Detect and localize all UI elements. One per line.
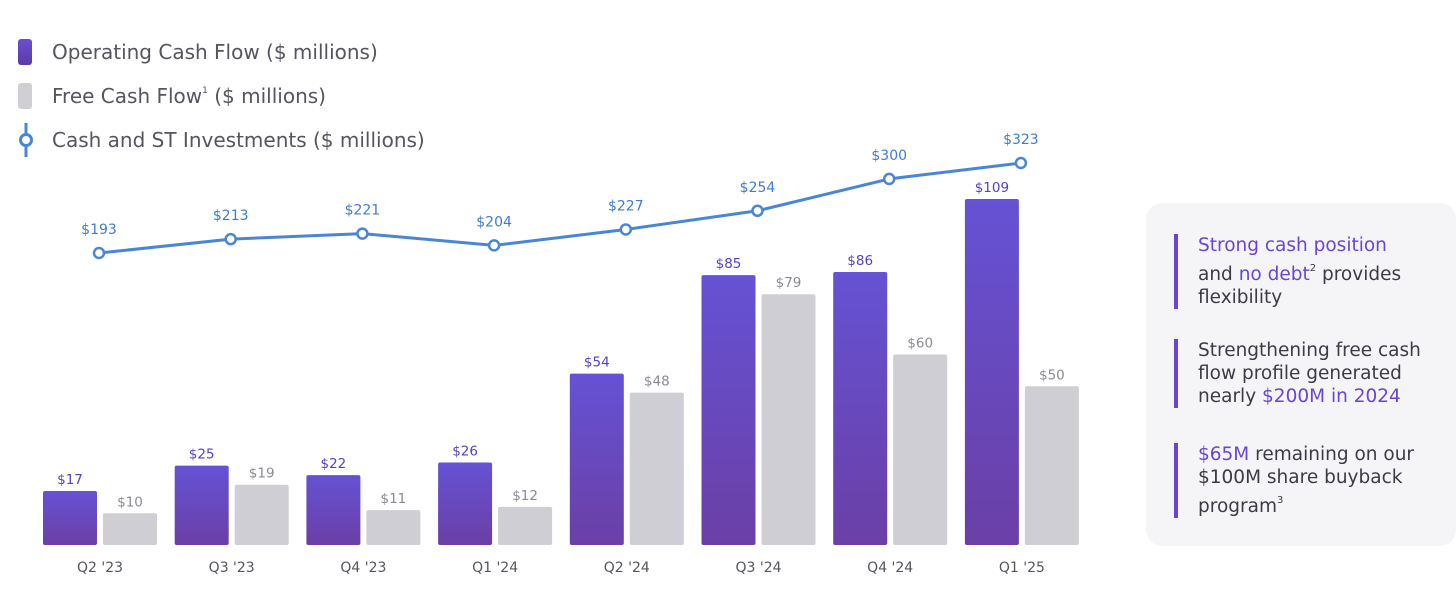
cash-investments-label: $323 — [1003, 132, 1039, 148]
free-cash-flow-bar — [103, 513, 157, 545]
free-cash-flow-swatch — [18, 83, 32, 109]
free-cash-flow-label: $50 — [1039, 367, 1065, 383]
legend-label-fcf: Free Cash Flow1 ($ millions) — [52, 84, 326, 108]
cash-investments-point — [751, 204, 764, 218]
x-axis-tick-label: Q2 '24 — [604, 560, 650, 576]
cash-investments-label: $213 — [213, 208, 249, 224]
cash-investments-point — [356, 227, 369, 240]
footnote-marker: 2 — [1309, 263, 1317, 274]
free-cash-flow-label: $19 — [249, 466, 275, 482]
free-cash-flow-bar — [234, 484, 289, 545]
operating-cash-flow-label: $22 — [321, 456, 347, 472]
cash-investments-label: $300 — [871, 148, 907, 164]
x-axis-tick-label: Q1 '24 — [472, 560, 518, 576]
cash-investments-label: $193 — [81, 222, 117, 238]
cash-investments-label: $254 — [740, 180, 776, 196]
x-axis-tick-label: Q3 '23 — [209, 560, 255, 576]
chart-legend: Operating Cash Flow ($ millions) Free Ca… — [18, 30, 425, 162]
free-cash-flow-bar — [366, 510, 421, 545]
cash-investments-point — [882, 172, 896, 186]
operating-cash-flow-swatch — [18, 39, 32, 65]
footnote-marker: 3 — [1276, 495, 1284, 506]
free-cash-flow-bar — [1024, 386, 1079, 545]
free-cash-flow-label: $12 — [512, 488, 538, 504]
note-cash-position: Strong cash position and no debt2 provide… — [1174, 234, 1438, 309]
cash-investments-point — [487, 239, 501, 252]
legend-item-cash-investments: Cash and ST Investments ($ millions) — [18, 118, 425, 162]
cash-investments-line — [98, 161, 1022, 255]
note-free-cash-flow: Strengthening free cash flow profile gen… — [1174, 339, 1438, 408]
operating-cash-flow-label: $85 — [716, 256, 742, 272]
x-axis-tick-label: Q1 '25 — [999, 560, 1045, 576]
operating-cash-flow-label: $54 — [584, 355, 610, 371]
operating-cash-flow-bar — [174, 465, 229, 545]
footnote-marker: 1 — [202, 86, 208, 96]
free-cash-flow-label: $60 — [907, 336, 933, 352]
operating-cash-flow-bar — [438, 462, 493, 545]
free-cash-flow-label: $10 — [117, 494, 143, 510]
operating-cash-flow-bar — [701, 275, 756, 545]
cash-investments-label: $221 — [345, 203, 381, 219]
x-axis-tick-label: Q2 '23 — [77, 560, 123, 576]
legend-item-free-cash-flow: Free Cash Flow1 ($ millions) — [18, 74, 425, 118]
operating-cash-flow-bar — [833, 272, 888, 545]
line-marker-icon — [19, 123, 33, 157]
x-axis-tick-label: Q3 '24 — [735, 560, 781, 576]
operating-cash-flow-bar — [306, 475, 361, 545]
cash-investments-point — [92, 246, 106, 260]
free-cash-flow-bar — [893, 354, 948, 545]
operating-cash-flow-bar — [43, 491, 97, 545]
cash-investments-label: $204 — [476, 214, 512, 230]
highlights-panel: Strong cash position and no debt2 provide… — [1146, 203, 1456, 546]
operating-cash-flow-bar — [569, 373, 624, 545]
legend-label-operating: Operating Cash Flow ($ millions) — [52, 40, 378, 64]
x-axis-tick-label: Q4 '24 — [867, 560, 913, 576]
legend-label-cash: Cash and ST Investments ($ millions) — [52, 128, 425, 152]
operating-cash-flow-label: $17 — [57, 472, 83, 488]
x-axis-tick-label: Q4 '23 — [340, 560, 386, 576]
note-share-buyback: $65M remaining on our $100M share buybac… — [1174, 443, 1438, 518]
operating-cash-flow-label: $86 — [847, 253, 873, 269]
free-cash-flow-bar — [761, 294, 816, 545]
free-cash-flow-label: $11 — [381, 491, 407, 507]
cash-flow-chart: $17 $10 Q2 '23 $25 $19 Q3 '23 $22 $11 Q4 '23 $26 $… — [43, 132, 1079, 576]
operating-cash-flow-label: $25 — [189, 447, 215, 463]
cash-investments-point — [224, 232, 237, 246]
operating-cash-flow-bar — [964, 199, 1019, 545]
free-cash-flow-bar — [498, 506, 553, 545]
cash-investments-point — [1014, 156, 1028, 170]
free-cash-flow-label: $79 — [776, 275, 802, 291]
operating-cash-flow-label: $109 — [975, 180, 1009, 196]
operating-cash-flow-label: $26 — [452, 443, 478, 459]
legend-item-operating-cash-flow: Operating Cash Flow ($ millions) — [18, 30, 425, 74]
free-cash-flow-bar — [629, 392, 684, 545]
cash-investments-point — [619, 223, 633, 236]
cash-investments-label: $227 — [608, 198, 644, 214]
free-cash-flow-label: $48 — [644, 374, 670, 390]
